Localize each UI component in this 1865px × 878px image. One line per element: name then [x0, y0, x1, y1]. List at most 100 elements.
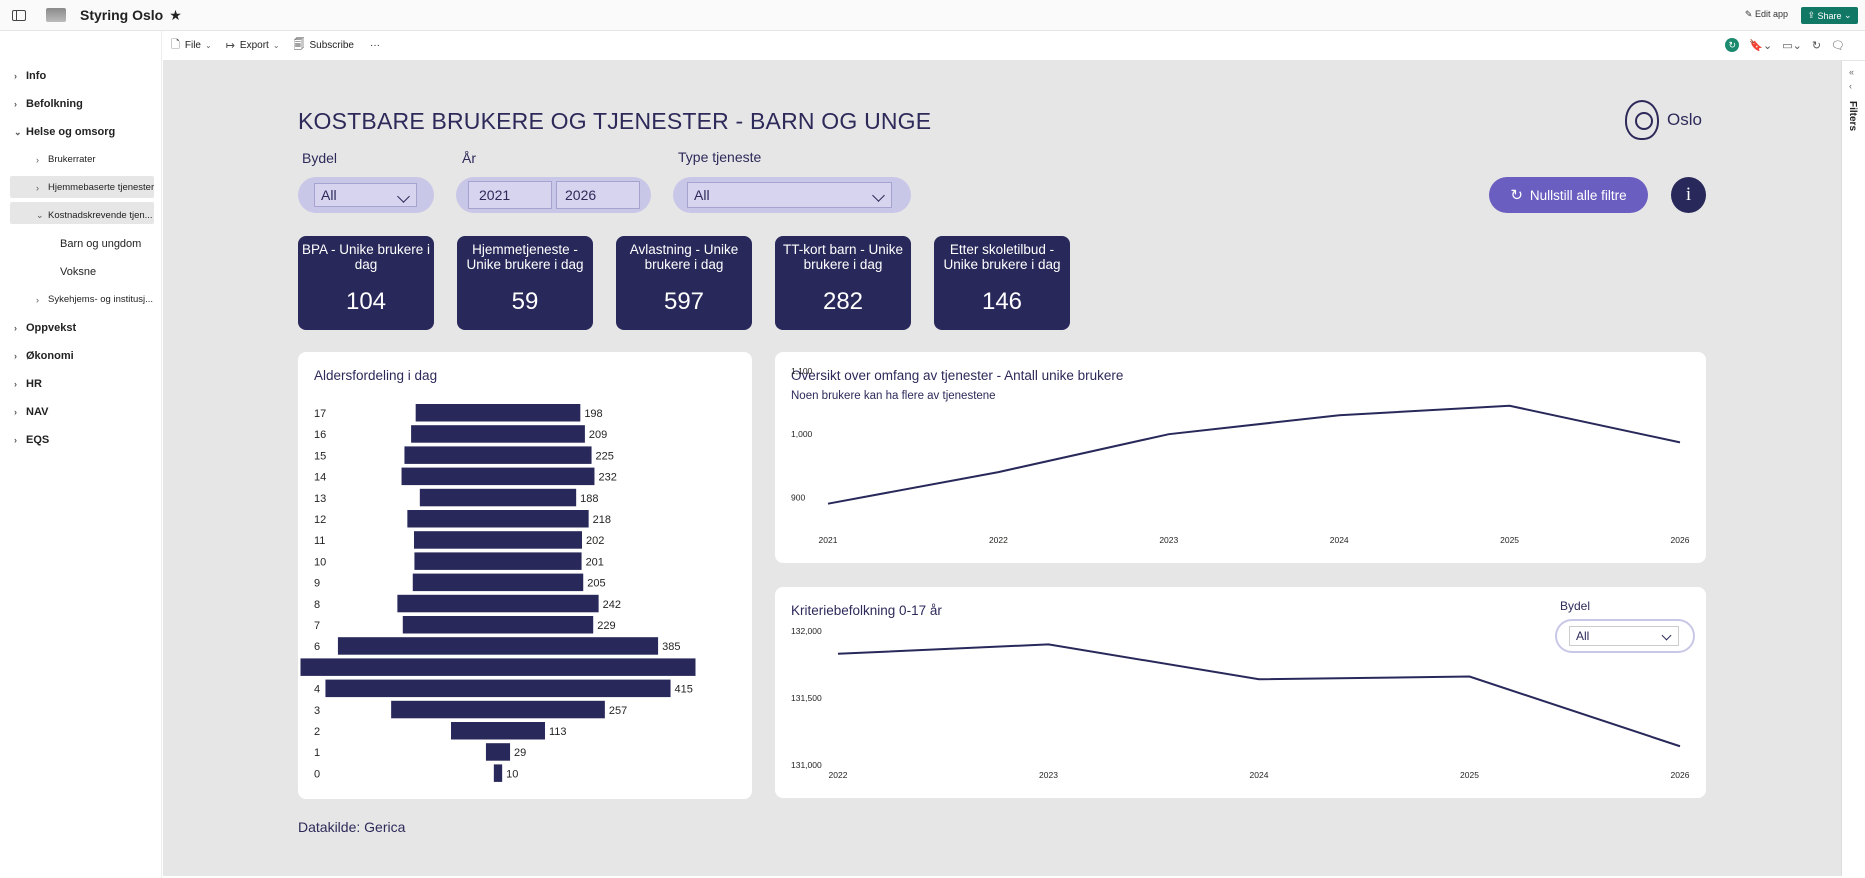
x-tick-label: 2022: [829, 770, 848, 780]
sidebar-item[interactable]: Barn og ungdom: [60, 238, 141, 250]
file-menu[interactable]: 🗋 File ⌄: [171, 36, 212, 55]
sidebar-selection-highlight: [10, 176, 154, 198]
age-bar: [402, 616, 594, 634]
chevron-down-icon: ⌄: [272, 41, 280, 50]
report-title: KOSTBARE BRUKERE OG TJENESTER - BARN OG …: [298, 108, 932, 134]
collapse-arrows-icon[interactable]: «‹: [1849, 67, 1855, 91]
age-bar: [404, 446, 592, 464]
sidebar-item[interactable]: › Oppvekst: [14, 322, 76, 334]
kpi-title: Etter skoletilbud - Unike brukere i dag: [943, 242, 1061, 272]
kpi-value: 282: [822, 288, 864, 315]
sidebar-item[interactable]: › Info: [14, 70, 46, 82]
age-data-label: 232: [598, 472, 616, 484]
ar-slicer[interactable]: 2021 2026: [456, 177, 651, 213]
chevron-icon: ›: [36, 182, 39, 193]
filters-pane-label: Filters: [1847, 101, 1858, 132]
sidebar-item[interactable]: › HR: [14, 378, 42, 390]
more-options-button[interactable]: ···: [370, 40, 380, 51]
type-slicer[interactable]: All: [673, 177, 911, 213]
toolbar-right-icons: ↻ 🔖⌄ ▭⌄ ↻ 🗨: [1725, 38, 1845, 52]
age-data-label: 205: [587, 578, 605, 590]
age-tick-label: 16: [314, 429, 326, 441]
population-bydel-dropdown[interactable]: All: [1569, 626, 1679, 646]
subscribe-button[interactable]: 🗐 Subscribe: [294, 36, 354, 55]
oslo-logo-text: Oslo: [1667, 110, 1702, 129]
sidebar-item[interactable]: › NAV: [14, 406, 48, 418]
age-tick-label: 14: [314, 472, 326, 484]
x-tick-label: 2025: [1460, 770, 1479, 780]
y-tick-label: 131,500: [791, 693, 822, 703]
sidebar-item[interactable]: › Brukerrater: [36, 154, 96, 165]
edit-app-button[interactable]: ✎ Edit app: [1744, 9, 1788, 19]
age-bar: [325, 679, 671, 698]
subscribe-label: Subscribe: [309, 40, 354, 51]
kpi-title: TT-kort barn - Unike brukere i dag: [782, 242, 904, 272]
file-label: File: [184, 40, 201, 51]
age-bar: [451, 722, 545, 740]
filters-pane[interactable]: «‹ Filters: [1841, 61, 1865, 876]
report-toolbar: 🗋 File ⌄ ↦ Export ⌄ 🗐 Subscribe ··· ↻ 🔖⌄ ▭⌄ ↻…: [163, 31, 1865, 61]
x-tick-label: 2026: [1671, 535, 1690, 545]
population-bydel-slicer[interactable]: All: [1555, 619, 1695, 653]
x-tick-label: 2024: [1250, 770, 1269, 780]
chevron-icon: ›: [14, 435, 17, 445]
age-bar: [401, 467, 595, 486]
sidebar-item-label: EQS: [26, 434, 50, 446]
age-bar: [415, 404, 581, 422]
bydel-slicer[interactable]: All: [298, 177, 434, 213]
kpi-value: 59: [511, 288, 539, 315]
age-data-label: 10: [506, 768, 518, 780]
age-data-label: 202: [586, 535, 604, 547]
info-button[interactable]: i: [1671, 177, 1706, 213]
refresh-icon[interactable]: ↻: [1811, 39, 1822, 52]
data-source-note: Datakilde: Gerica: [298, 819, 406, 835]
kpi-card-etter-skoletilbud: Etter skoletilbud - Unike brukere i dag 1…: [934, 236, 1070, 330]
sidebar-item[interactable]: › Befolkning: [14, 98, 83, 110]
sidebar-item[interactable]: › Sykehjems- og institusj...: [36, 294, 153, 305]
age-tick-label: 7: [314, 620, 320, 632]
sidebar-item[interactable]: Voksne: [60, 266, 96, 278]
sync-icon[interactable]: ↻: [1725, 38, 1740, 52]
sidebar-item[interactable]: ⌄ Kostnadskrevende tjen...: [36, 210, 153, 221]
age-tick-label: 12: [314, 514, 326, 526]
comment-icon[interactable]: 🗨: [1831, 39, 1845, 52]
age-tick-label: 9: [314, 578, 320, 590]
sidebar-item[interactable]: › EQS: [14, 434, 49, 446]
ar-filter-label: År: [462, 150, 476, 166]
favorite-star-icon[interactable]: ★: [169, 6, 182, 23]
services-chart-title: Oversikt over omfang av tjenester - Anta…: [791, 368, 1124, 383]
x-tick-label: 2025: [1500, 535, 1519, 545]
age-data-label: 113: [549, 726, 567, 738]
reset-filters-button[interactable]: ↻ Nullstill alle filtre: [1489, 177, 1648, 213]
kpi-title: Hjemmetjeneste - Unike brukere i dag: [466, 242, 584, 272]
app-header: Styring Oslo ★ ✎ Edit app ⇪ Share ⌄: [0, 0, 1865, 31]
kpi-title: BPA - Unike brukere i dag: [301, 242, 431, 272]
series-line: [827, 404, 1681, 505]
age-data-label: 188: [580, 493, 598, 505]
export-label: Export: [239, 40, 269, 51]
age-data-label: 209: [589, 429, 607, 441]
age-bar: [493, 764, 503, 782]
population-line-chart: 131,000 131,500 132,000 2022 2023 2024 2025 202…: [791, 626, 1690, 780]
sidebar-item-label: HR: [26, 378, 42, 390]
ar-to-input[interactable]: 2026: [556, 181, 640, 209]
population-bydel-value: All: [1576, 629, 1590, 643]
age-bar: [391, 700, 605, 719]
export-menu[interactable]: ↦ Export ⌄: [226, 39, 280, 52]
kpi-card-hjemmetjeneste: Hjemmetjeneste - Unike brukere i dag 59: [457, 236, 593, 330]
sidebar-item[interactable]: ⌄ Helse og omsorg: [14, 126, 115, 138]
sidebar-item[interactable]: › Økonomi: [14, 350, 74, 362]
type-dropdown[interactable]: All: [687, 182, 892, 208]
ar-from-input[interactable]: 2021: [468, 181, 552, 209]
age-data-label: 257: [609, 705, 627, 717]
chevron-icon: ›: [14, 379, 17, 389]
series-line: [837, 643, 1681, 748]
chevron-icon: ›: [14, 407, 17, 417]
view-icon[interactable]: ▭⌄: [1782, 39, 1802, 52]
share-button[interactable]: ⇪ Share ⌄: [1801, 7, 1858, 24]
reset-label: Nullstill alle filtre: [1529, 187, 1627, 203]
sidebar-item[interactable]: › Hjemmebaserte tjenester: [36, 182, 154, 193]
bookmark-icon[interactable]: 🔖⌄: [1749, 39, 1773, 52]
sidebar-toggle-icon[interactable]: [12, 9, 26, 21]
bydel-dropdown[interactable]: All: [314, 183, 417, 207]
